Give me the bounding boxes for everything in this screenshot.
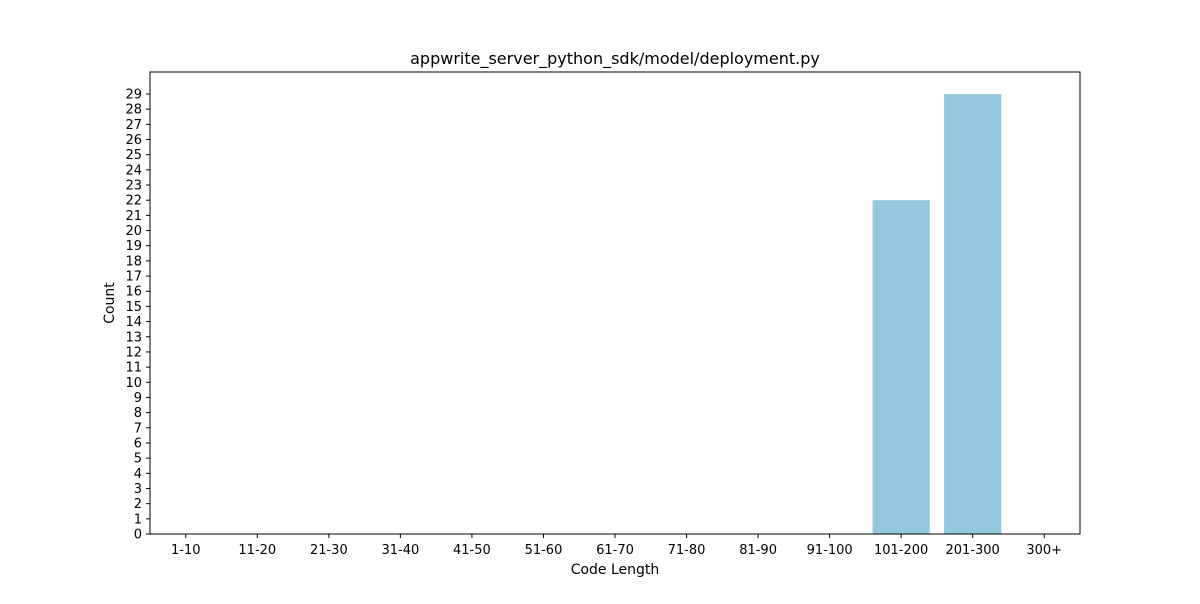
x-tick-label: 91-100 bbox=[807, 543, 853, 558]
y-tick-label: 11 bbox=[125, 361, 142, 376]
x-tick-label: 1-10 bbox=[171, 543, 201, 558]
y-tick-label: 14 bbox=[125, 315, 142, 330]
x-tick-label: 51-60 bbox=[525, 543, 563, 558]
y-tick-label: 10 bbox=[125, 376, 142, 391]
x-tick-label: 201-300 bbox=[946, 543, 1000, 558]
y-tick-label: 1 bbox=[134, 512, 142, 527]
y-tick-label: 3 bbox=[134, 482, 142, 497]
x-tick-label: 61-70 bbox=[596, 543, 634, 558]
x-tick-label: 11-20 bbox=[238, 543, 276, 558]
y-tick-label: 4 bbox=[134, 467, 142, 482]
y-tick-label: 21 bbox=[125, 209, 142, 224]
chart-title: appwrite_server_python_sdk/model/deploym… bbox=[410, 49, 820, 69]
y-tick-label: 5 bbox=[134, 452, 142, 467]
y-tick-label: 9 bbox=[134, 391, 142, 406]
y-tick-label: 2 bbox=[134, 497, 142, 512]
x-tick-label: 41-50 bbox=[453, 543, 491, 558]
y-tick-label: 19 bbox=[125, 239, 142, 254]
x-tick-label: 31-40 bbox=[381, 543, 419, 558]
plot-frame bbox=[149, 71, 1081, 535]
y-tick-label: 17 bbox=[125, 270, 142, 285]
y-tick-label: 26 bbox=[125, 133, 142, 148]
bar-101-200 bbox=[872, 200, 930, 534]
x-axis: 1-10 11-20 21-30 31-40 41-50 51-60 61-70 71-80 8… bbox=[171, 534, 1062, 558]
y-tick-label: 7 bbox=[134, 421, 142, 436]
y-tick-label: 20 bbox=[125, 224, 142, 239]
y-axis: 0123456789101112131415161718192021222324… bbox=[125, 88, 150, 543]
y-tick-label: 16 bbox=[125, 285, 142, 300]
x-tick-label: 101-200 bbox=[874, 543, 928, 558]
x-axis-title: Code Length bbox=[571, 562, 660, 578]
x-tick-label: 300+ bbox=[1026, 543, 1062, 558]
y-tick-label: 22 bbox=[125, 194, 142, 209]
y-tick-label: 6 bbox=[134, 436, 142, 451]
y-tick-label: 29 bbox=[125, 88, 142, 103]
y-tick-label: 18 bbox=[125, 254, 142, 269]
x-tick-label: 21-30 bbox=[310, 543, 348, 558]
x-tick-label: 71-80 bbox=[668, 543, 706, 558]
bar-201-300 bbox=[944, 94, 1002, 534]
y-tick-label: 12 bbox=[125, 345, 142, 360]
y-tick-label: 25 bbox=[125, 148, 142, 163]
y-tick-label: 0 bbox=[134, 528, 142, 543]
x-tick-label: 81-90 bbox=[739, 543, 777, 558]
y-tick-label: 13 bbox=[125, 330, 142, 345]
y-tick-label: 28 bbox=[125, 103, 142, 118]
y-tick-label: 23 bbox=[125, 179, 142, 194]
y-tick-label: 15 bbox=[125, 300, 142, 315]
y-tick-label: 8 bbox=[134, 406, 142, 421]
y-axis-title: Count bbox=[102, 282, 118, 324]
y-tick-label: 24 bbox=[125, 163, 142, 178]
y-tick-label: 27 bbox=[125, 118, 142, 133]
bars-layer bbox=[872, 94, 1002, 534]
